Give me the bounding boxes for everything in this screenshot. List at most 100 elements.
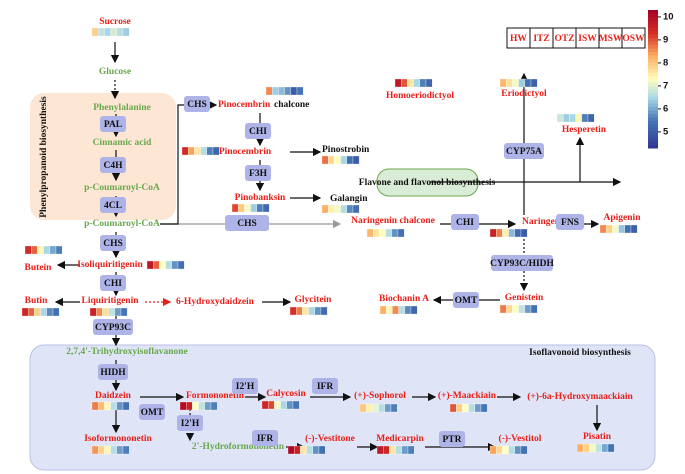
heat-cell — [401, 445, 409, 455]
colorbar-tick-label: 7 — [663, 80, 668, 91]
enzyme: I2'H — [181, 419, 200, 429]
region-label: Phenylpropanoid biosynthesis — [39, 96, 49, 218]
heat-cell — [212, 146, 220, 156]
heat-cell — [272, 86, 279, 96]
enzyme-box — [100, 275, 126, 291]
heat-cell — [179, 401, 187, 411]
metabolite: Butin — [25, 296, 48, 306]
heat-cell — [340, 155, 347, 165]
heat-cell — [116, 401, 124, 411]
heat-cell — [413, 78, 420, 88]
colorbar-segment — [648, 23, 658, 28]
heat-cell — [244, 203, 251, 213]
metabolite: 2,7,4'-Trihydroxyisoflavanone — [66, 347, 188, 357]
heat-cell — [320, 306, 328, 316]
heat-cell — [366, 228, 374, 238]
heat-cell — [462, 403, 469, 413]
heat-cell — [366, 403, 373, 413]
colorbar-segment — [648, 51, 658, 56]
heat-cell — [265, 86, 273, 96]
region-label: Isoflavonoid biosynthesis — [529, 348, 631, 358]
colorbar-segment — [648, 144, 658, 149]
metabolite: Homoeriodictyol — [386, 91, 454, 101]
enzyme-box — [93, 319, 133, 335]
colorbar-tick-label: 5 — [663, 126, 669, 137]
enzyme: CHI — [104, 279, 122, 289]
heat-cell — [321, 204, 329, 214]
heat-cell — [122, 401, 130, 411]
enzyme-box — [439, 431, 465, 447]
metabolite: p-Coumaroyl-CoA — [84, 219, 160, 229]
heat-cell — [153, 260, 160, 270]
heat-cell — [612, 224, 619, 234]
enzyme: 4CL — [104, 201, 122, 211]
heat-cell — [359, 403, 367, 413]
sample-cell — [621, 27, 646, 49]
metabolite: 6-Hydroxydaidzein — [176, 297, 255, 307]
heat-cell — [91, 445, 99, 455]
heat-cell — [376, 445, 384, 455]
enzyme: FNS — [561, 218, 579, 228]
heat-cell — [28, 307, 35, 317]
heat-cell — [506, 78, 513, 88]
heat-cell — [268, 400, 275, 410]
heat-cell — [407, 445, 415, 455]
heat-cell — [89, 307, 97, 317]
heat-cell — [177, 260, 185, 270]
heat-cell — [449, 403, 457, 413]
metabolite: Isoformononetin — [84, 434, 152, 444]
metabolite: 2'-Hydroformononetin — [192, 442, 285, 452]
heat-cell — [210, 401, 218, 411]
heat-cell — [21, 307, 29, 317]
heat-cell — [569, 113, 576, 123]
enzyme: I2'H — [236, 382, 255, 392]
heat-cell — [198, 401, 205, 411]
heat-cell — [606, 224, 613, 234]
heat-cell — [576, 443, 584, 453]
heat-cell — [181, 146, 189, 156]
heat-cell — [120, 307, 128, 317]
heat-cell — [171, 260, 179, 270]
metabolite: Galangin — [330, 194, 368, 204]
enzyme: PAL — [104, 120, 122, 130]
colorbar-segment — [648, 103, 658, 108]
heat-cell — [581, 113, 589, 123]
colorbar-segment — [648, 127, 658, 132]
heat-cell — [518, 304, 525, 314]
colorbar-segment — [648, 37, 658, 42]
heat-cell — [496, 445, 503, 455]
colorbar-segment — [648, 41, 658, 45]
heat-cell — [110, 27, 117, 37]
heat-cell — [194, 146, 201, 156]
heat-cell — [607, 443, 615, 453]
metabolite: (+)-Maackiain — [438, 390, 497, 401]
metabolite: (-)-Vestitol — [499, 433, 542, 444]
heat-cell — [630, 224, 638, 234]
heat-cell — [383, 445, 390, 455]
metabolite: Naringenin — [522, 217, 569, 227]
heat-cell — [599, 224, 607, 234]
enzyme-box — [100, 197, 126, 213]
heat-cell — [397, 228, 405, 238]
heat-cell — [292, 400, 300, 410]
heat-cell — [46, 307, 54, 317]
colorbar-segment — [648, 96, 658, 101]
heat-cell — [40, 307, 47, 317]
metabolite: Naringenin chalcone — [351, 216, 435, 226]
metabolite: Formononetin — [186, 391, 245, 401]
colorbar-segment — [648, 130, 658, 135]
heat-cell — [394, 78, 402, 88]
enzyme: CYP75A — [506, 147, 542, 157]
heat-cell — [334, 204, 341, 214]
heat-cell — [318, 445, 326, 455]
heat-cell — [256, 203, 264, 213]
heat-cell — [404, 305, 412, 315]
colorbar-segment — [648, 68, 658, 73]
heat-cell — [508, 228, 515, 238]
heat-cell — [514, 228, 522, 238]
heat-cell — [595, 443, 602, 453]
heat-cell — [530, 304, 538, 314]
heat-cell — [401, 78, 408, 88]
heat-cell — [122, 27, 130, 37]
heat-cell — [395, 445, 402, 455]
